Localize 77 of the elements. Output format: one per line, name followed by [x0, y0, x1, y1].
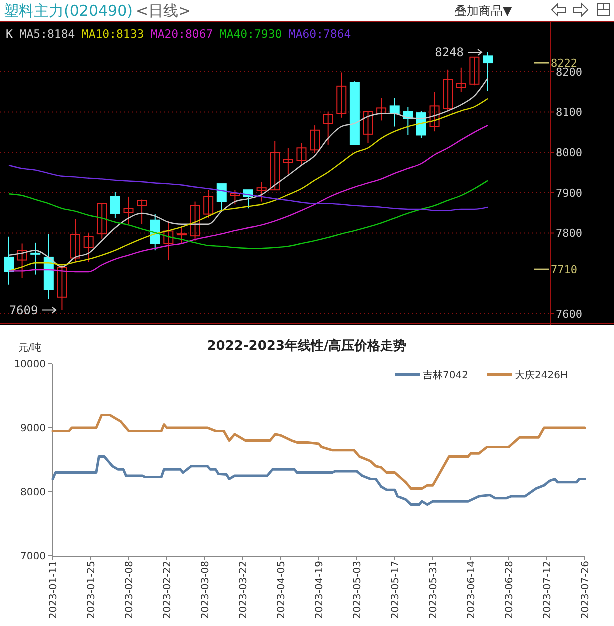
x-tick-label: 2023-07-12 — [542, 561, 554, 620]
x-tick-label: 2023-05-03 — [352, 561, 364, 620]
x-tick-label: 2023-01-25 — [86, 561, 98, 620]
x-tick-label: 2023-02-08 — [124, 561, 136, 620]
ref-line-label: 7710 — [551, 263, 578, 276]
candlestick — [270, 140, 280, 191]
text: MA40:7930 — [220, 27, 282, 41]
candlestick — [30, 242, 41, 276]
legend-title: K — [6, 27, 13, 41]
y-tick-label: 10000 — [14, 360, 46, 370]
line-series — [52, 414, 586, 490]
line-series — [8, 164, 489, 212]
candlestick — [296, 142, 307, 166]
candlestick — [204, 190, 214, 219]
candlestick — [443, 69, 454, 112]
candlestick — [4, 236, 14, 286]
candlestick — [256, 182, 267, 202]
candlestick — [137, 199, 148, 225]
y-tick-label: 8200 — [556, 66, 582, 79]
annotation: 7609 — [9, 304, 38, 318]
candlestick — [57, 267, 68, 311]
candlestick — [310, 125, 320, 154]
annotation: 8248 — [435, 46, 464, 60]
candlestick — [283, 148, 294, 175]
x-tick-label: 2023-04-05 — [276, 561, 288, 620]
y-tick-label: 8000 — [20, 488, 46, 498]
line-series — [52, 456, 586, 506]
candlestick — [390, 98, 400, 128]
y-axis-title: 元/吨 — [18, 342, 42, 354]
y-tick-label: 7800 — [556, 227, 582, 240]
candlestick — [216, 184, 227, 212]
candlestick — [190, 201, 200, 242]
x-tick-label: 2023-02-22 — [162, 561, 174, 620]
candlestick — [97, 203, 108, 240]
candlestick — [124, 196, 134, 225]
x-tick-label: 2023-03-22 — [238, 561, 250, 620]
candlestick — [17, 243, 28, 279]
candlestick — [376, 98, 387, 122]
text: 叠加商品▼ — [455, 4, 513, 18]
line-series — [8, 180, 489, 250]
candlestick — [176, 225, 187, 244]
legend-label: 大庆2426H — [515, 370, 568, 382]
y-tick-label: 7600 — [556, 308, 582, 321]
candlestick — [363, 111, 374, 144]
candlestick — [470, 56, 480, 86]
text: MA10:8133 — [82, 27, 144, 41]
chart-title: 塑料主力(020490) — [4, 2, 133, 20]
x-tick-label: 2023-06-28 — [504, 561, 516, 620]
x-tick-label: 2023-07-26 — [580, 561, 592, 620]
x-tick-label: 2023-03-08 — [200, 561, 212, 620]
candlestick — [110, 192, 120, 219]
text: MA5:8184 — [20, 27, 76, 41]
x-tick-label: 2023-01-11 — [48, 561, 60, 620]
x-tick-label: 2023-05-17 — [390, 561, 402, 620]
candlestick — [430, 92, 440, 132]
legend-label: 吉林7042 — [423, 370, 468, 382]
x-tick-label: 2023-06-14 — [466, 561, 478, 620]
candlestick — [164, 220, 174, 261]
candlestick — [456, 67, 466, 93]
candlestick — [323, 111, 334, 146]
chart-title: 2022-2023年线性/高压价格走势 — [207, 338, 407, 354]
text: MA20:8067 — [150, 27, 214, 41]
x-tick-label: 2023-05-31 — [428, 561, 440, 620]
text: MA60:7864 — [288, 27, 352, 41]
candlestick — [483, 52, 493, 92]
chart-subtitle: <日线> — [136, 2, 192, 20]
candlestick — [336, 72, 347, 118]
y-tick-label: 8100 — [556, 106, 582, 120]
x-tick-label: 2023-04-19 — [314, 561, 326, 620]
y-tick-label: 8000 — [556, 146, 582, 160]
candlestick — [70, 218, 81, 263]
candlestick — [230, 190, 240, 206]
y-tick-label: 7900 — [556, 186, 582, 200]
y-tick-label: 7000 — [20, 552, 46, 562]
y-tick-label: 9000 — [20, 424, 46, 434]
candlestick — [84, 232, 94, 263]
candlestick — [150, 214, 160, 252]
